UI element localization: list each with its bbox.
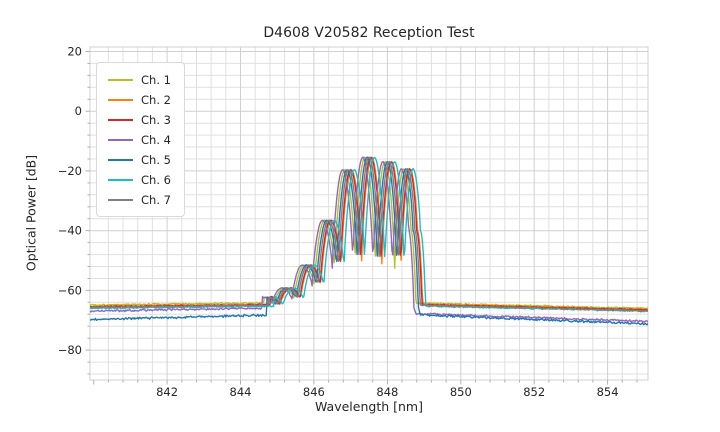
x-tick-label: 844 [230, 385, 252, 399]
series-line-ch-7 [90, 156, 648, 313]
legend-label: Ch. 7 [141, 193, 171, 207]
y-tick-label: 20 [67, 45, 82, 59]
legend-label: Ch. 2 [141, 93, 171, 107]
series-line-ch-5 [90, 156, 648, 326]
chart-title: D4608 V20582 Reception Test [263, 25, 475, 41]
legend-label: Ch. 3 [141, 113, 171, 127]
legend-label: Ch. 5 [141, 153, 171, 167]
y-tick-label: −20 [58, 164, 82, 178]
y-tick-label: 0 [75, 104, 82, 118]
legend-line-sample [108, 119, 133, 121]
legend-line-sample [108, 79, 133, 81]
legend-item: Ch. 5 [108, 150, 184, 170]
x-tick-label: 854 [597, 385, 619, 399]
plot-border [89, 46, 649, 381]
legend-line-sample [108, 199, 133, 201]
y-axis-label: Optical Power [dB] [23, 154, 39, 272]
x-tick-label: 850 [450, 385, 472, 399]
x-axis-label: Wavelength [nm] [315, 399, 423, 414]
x-tick-label: 842 [156, 385, 178, 399]
legend-line-sample [108, 179, 133, 181]
x-tick-label: 848 [376, 385, 398, 399]
legend-label: Ch. 4 [141, 133, 171, 147]
legend: Ch. 1 Ch. 2 Ch. 3 Ch. 4 Ch. 5 Ch. 6 Ch. 7 [96, 62, 185, 217]
y-tick-label: −80 [58, 343, 82, 357]
legend-item: Ch. 3 [108, 110, 184, 130]
legend-line-sample [108, 99, 133, 101]
y-tick-label: −40 [58, 224, 82, 238]
legend-item: Ch. 6 [108, 170, 184, 190]
x-tick-label: 852 [523, 385, 545, 399]
legend-item: Ch. 4 [108, 130, 184, 150]
legend-label: Ch. 1 [141, 73, 171, 87]
legend-item: Ch. 7 [108, 190, 184, 210]
legend-line-sample [108, 159, 133, 161]
y-tick-label: −60 [58, 283, 82, 297]
legend-item: Ch. 1 [108, 70, 184, 90]
legend-line-sample [108, 139, 133, 141]
legend-label: Ch. 6 [141, 173, 171, 187]
legend-item: Ch. 2 [108, 90, 184, 110]
x-tick-label: 846 [303, 385, 325, 399]
